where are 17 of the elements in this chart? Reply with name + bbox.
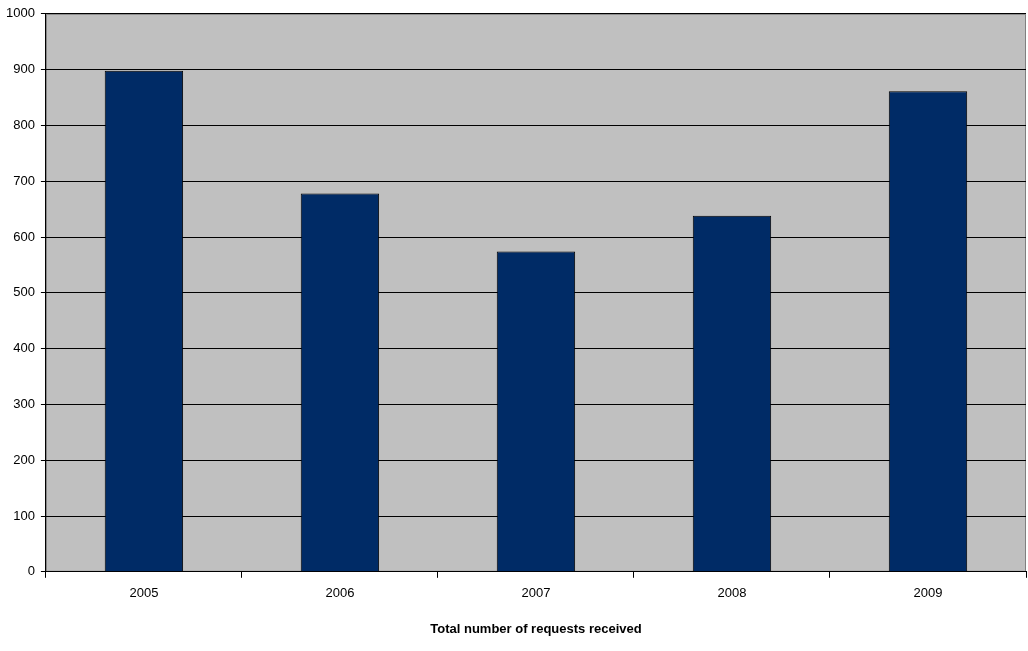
x-tick-label: 2009 — [913, 585, 943, 601]
x-axis-title: Total number of requests received — [430, 620, 642, 636]
y-tick-label: 100 — [13, 507, 35, 523]
y-tick-label: 200 — [13, 451, 35, 467]
y-tick-label: 400 — [13, 340, 35, 356]
y-tick-label: 700 — [13, 172, 35, 188]
y-tick-label: 800 — [13, 116, 35, 132]
x-tick-label: 2006 — [325, 585, 355, 601]
x-tick-label: 2005 — [129, 585, 159, 601]
y-tick-label: 1000 — [6, 5, 35, 21]
y-tick-label: 0 — [27, 563, 35, 579]
x-tick-label: 2007 — [521, 585, 551, 601]
y-tick-label: 300 — [13, 395, 35, 411]
y-tick-label: 500 — [13, 284, 35, 300]
x-tick-label: 2008 — [717, 585, 747, 601]
y-tick-label: 600 — [13, 228, 35, 244]
y-tick-label: 900 — [13, 61, 35, 77]
